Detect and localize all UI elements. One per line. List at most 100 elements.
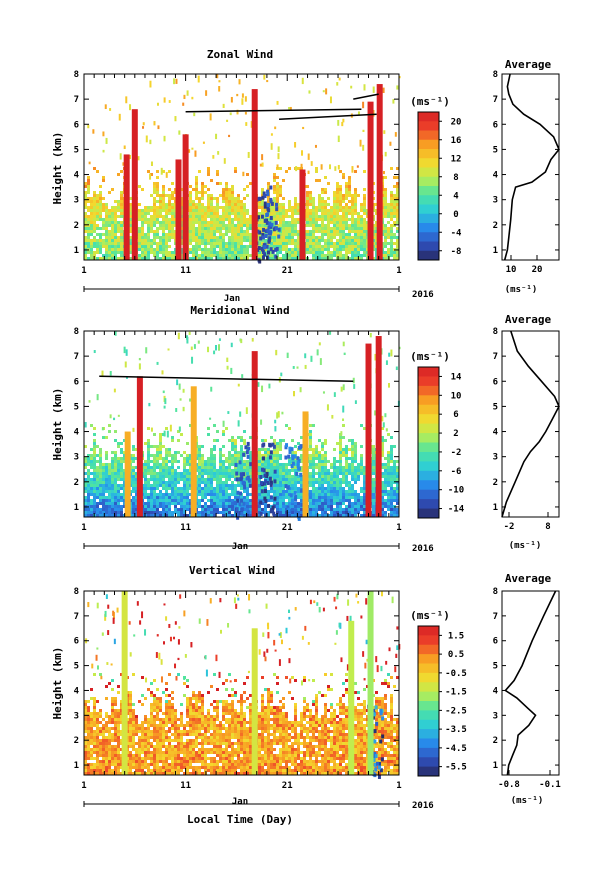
data-cell xyxy=(339,227,342,230)
data-cell xyxy=(108,484,111,487)
data-cell xyxy=(90,230,93,233)
data-cell xyxy=(333,227,336,230)
data-cell xyxy=(150,206,153,209)
data-cell xyxy=(363,170,366,173)
negative-patch-cell xyxy=(238,460,242,465)
data-cell xyxy=(168,505,171,508)
data-cell xyxy=(156,221,159,224)
data-cell xyxy=(222,221,225,224)
data-cell xyxy=(163,97,166,103)
data-cell xyxy=(276,251,279,254)
data-cell xyxy=(270,206,273,209)
data-cell xyxy=(114,475,117,478)
data-cell xyxy=(336,502,339,505)
data-cell xyxy=(381,487,384,490)
data-cell xyxy=(357,218,360,221)
data-cell xyxy=(309,224,312,227)
data-cell xyxy=(333,502,336,505)
data-cell xyxy=(207,487,210,490)
data-cell xyxy=(219,463,222,466)
data-cell xyxy=(363,505,366,508)
data-cell xyxy=(315,179,318,182)
data-cell xyxy=(162,197,165,200)
data-cell xyxy=(279,206,282,209)
data-cell xyxy=(102,463,105,466)
data-cell xyxy=(174,469,177,472)
data-cell xyxy=(177,475,180,478)
negative-patch-cell xyxy=(277,227,281,232)
data-cell xyxy=(93,487,96,490)
data-cell xyxy=(342,206,345,209)
data-cell xyxy=(183,466,186,469)
negative-patch-cell xyxy=(262,243,266,248)
data-cell xyxy=(348,188,351,191)
data-cell xyxy=(279,221,282,224)
data-cell xyxy=(150,460,153,463)
data-cell xyxy=(159,496,162,499)
data-cell xyxy=(288,427,291,430)
data-cell xyxy=(210,215,213,218)
data-cell xyxy=(210,251,213,254)
data-cell xyxy=(312,203,315,206)
negative-patch-cell xyxy=(269,197,273,202)
data-cell xyxy=(282,502,285,505)
data-cell xyxy=(282,439,285,442)
data-cell xyxy=(207,203,210,206)
data-cell xyxy=(213,239,216,242)
data-cell xyxy=(123,454,126,457)
data-cell xyxy=(96,206,99,209)
data-cell xyxy=(219,496,222,499)
data-cell xyxy=(366,251,369,254)
data-cell xyxy=(339,487,342,490)
data-cell xyxy=(390,349,393,357)
data-cell xyxy=(99,478,102,481)
data-cell xyxy=(324,439,327,442)
data-cell xyxy=(348,239,351,242)
data-cell xyxy=(123,460,126,463)
data-cell xyxy=(186,336,189,344)
data-cell xyxy=(294,248,297,251)
data-cell xyxy=(321,487,324,490)
data-cell xyxy=(147,218,150,221)
data-cell xyxy=(222,466,225,469)
data-cell xyxy=(93,463,96,466)
data-cell xyxy=(360,233,363,236)
data-cell xyxy=(168,496,171,499)
data-cell xyxy=(90,245,93,248)
data-cell xyxy=(273,457,276,460)
data-cell xyxy=(342,236,345,239)
data-cell xyxy=(294,469,297,472)
data-cell xyxy=(393,194,396,197)
data-cell xyxy=(348,508,351,511)
data-cell xyxy=(348,176,351,179)
colorbar-segment xyxy=(418,213,439,224)
data-cell xyxy=(279,496,282,499)
y-tick-label: 2 xyxy=(74,221,79,231)
data-cell xyxy=(99,481,102,484)
negative-patch-cell xyxy=(285,443,289,448)
data-cell xyxy=(84,185,87,188)
data-cell xyxy=(204,218,207,221)
data-cell xyxy=(372,454,375,457)
data-cell xyxy=(150,218,153,221)
data-cell xyxy=(357,233,360,236)
data-cell xyxy=(279,167,282,170)
data-cell xyxy=(393,254,396,257)
data-cell xyxy=(207,167,210,170)
data-cell xyxy=(330,511,333,514)
data-cell xyxy=(327,215,330,218)
data-cell xyxy=(186,484,189,487)
data-cell xyxy=(144,245,147,248)
data-cell xyxy=(270,239,273,242)
data-cell xyxy=(234,466,237,469)
data-cell xyxy=(145,135,148,143)
data-cell xyxy=(153,484,156,487)
data-cell xyxy=(243,430,246,433)
data-cell xyxy=(351,230,354,233)
data-cell xyxy=(153,182,156,185)
event-column xyxy=(251,89,258,260)
data-cell xyxy=(294,239,297,242)
data-cell xyxy=(282,496,285,499)
data-cell xyxy=(114,224,117,227)
data-cell xyxy=(240,209,243,212)
